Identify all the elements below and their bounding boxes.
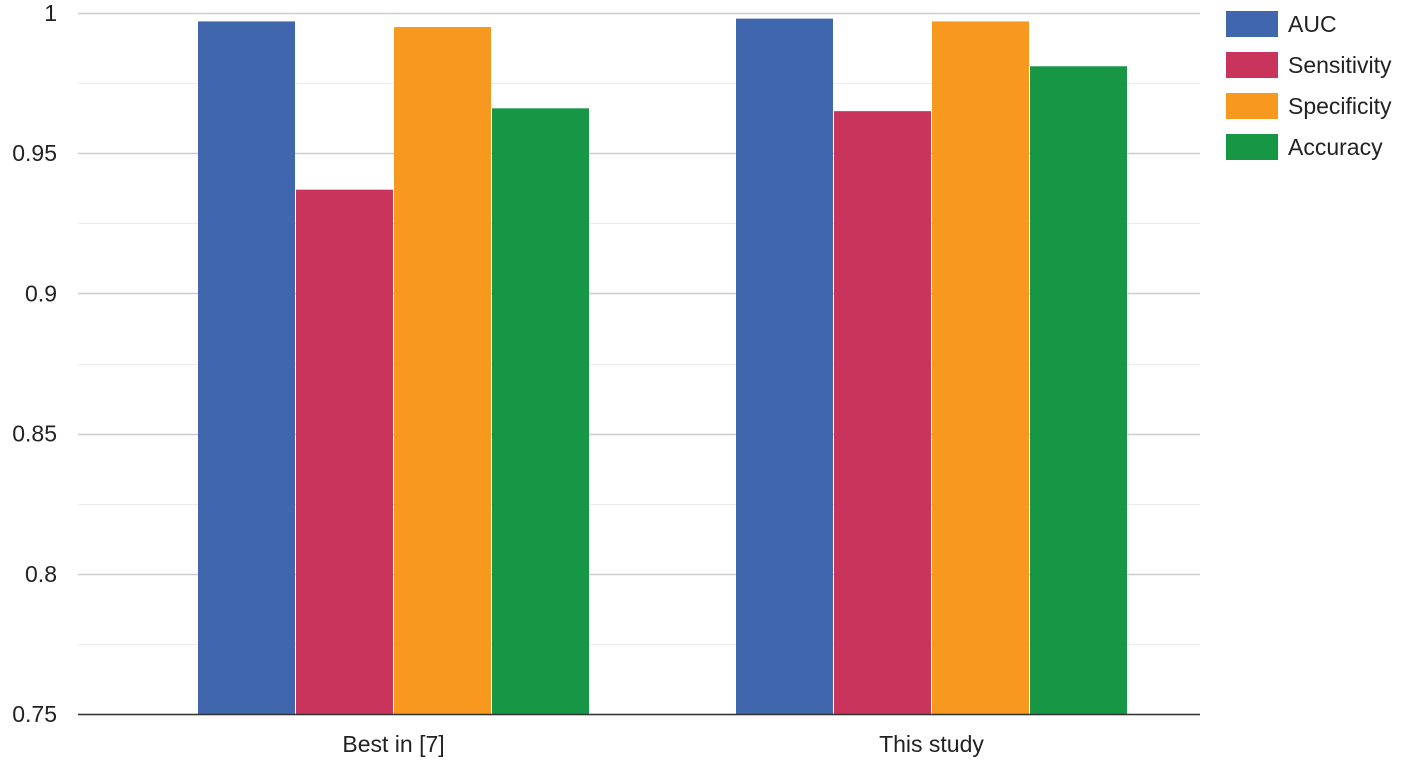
- legend-swatch-auc: [1226, 11, 1278, 37]
- y-tick-label: 0.9: [25, 280, 57, 306]
- legend-label-auc: AUC: [1288, 11, 1337, 37]
- legend-swatch-accuracy: [1226, 134, 1278, 160]
- bar-specificity-best-in-7: [394, 27, 491, 714]
- x-axis-tick-labels: Best in [7] This study: [342, 731, 984, 757]
- y-tick-label: 1: [44, 0, 57, 26]
- legend-swatch-specificity: [1226, 93, 1278, 119]
- legend-label-specificity: Specificity: [1288, 93, 1392, 119]
- bar-auc-this-study: [736, 18, 833, 715]
- bar-accuracy-this-study: [1030, 66, 1127, 714]
- y-tick-label: 0.95: [12, 140, 57, 166]
- y-axis-tick-labels: 0.75 0.8 0.85 0.9 0.95 1: [12, 0, 57, 727]
- x-tick-label: This study: [879, 731, 984, 757]
- y-tick-label: 0.75: [12, 701, 57, 727]
- bar-sensitivity-this-study: [834, 111, 931, 714]
- bar-accuracy-best-in-7: [492, 108, 589, 714]
- y-tick-label: 0.85: [12, 421, 57, 447]
- bar-auc-best-in-7: [198, 21, 295, 715]
- legend-swatch-sensitivity: [1226, 52, 1278, 78]
- x-tick-label: Best in [7]: [342, 731, 444, 757]
- bars: [198, 18, 1127, 715]
- y-tick-label: 0.8: [25, 561, 57, 587]
- legend-label-accuracy: Accuracy: [1288, 134, 1383, 160]
- legend-label-sensitivity: Sensitivity: [1288, 52, 1392, 78]
- bar-sensitivity-best-in-7: [296, 189, 393, 715]
- legend: AUC Sensitivity Specificity Accuracy: [1226, 11, 1392, 160]
- bar-specificity-this-study: [932, 21, 1029, 715]
